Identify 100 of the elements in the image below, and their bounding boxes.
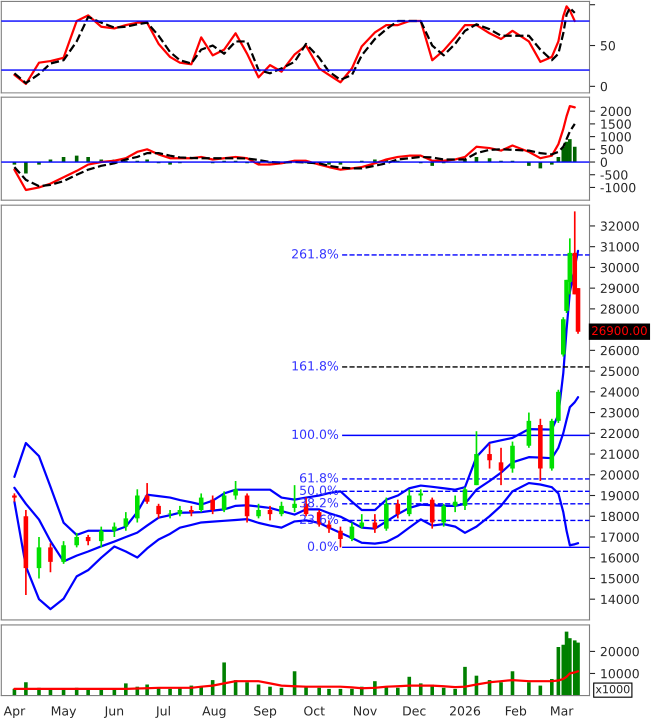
- y-tick-label: 17000: [601, 532, 639, 542]
- line-series: [13, 122, 576, 188]
- candlestick: [86, 534, 90, 546]
- y-tick-label: 19000: [601, 490, 639, 500]
- candlestick: [178, 505, 182, 518]
- candlestick: [418, 488, 424, 503]
- bar: [538, 162, 542, 168]
- bar: [510, 671, 514, 696]
- candlestick: [487, 442, 492, 470]
- bar: [327, 688, 331, 696]
- y-tick-label: 28000: [600, 304, 639, 314]
- x-tick-label: May: [52, 706, 76, 718]
- candlestick: [210, 494, 215, 515]
- candlestick: [292, 484, 297, 513]
- bar: [499, 682, 503, 696]
- candlestick: [279, 500, 284, 518]
- annotation: 0.0%: [308, 542, 338, 551]
- line-series: [13, 670, 580, 690]
- bar: [24, 162, 28, 174]
- annotation: 161.8%: [292, 361, 338, 371]
- x-tick-label: 2026: [450, 706, 480, 716]
- y-tick-label: 16000: [601, 553, 639, 563]
- candlestick: [256, 502, 261, 520]
- y-tick-label: 29000: [600, 284, 639, 294]
- y-tick-label: 14000: [601, 594, 639, 604]
- y-tick-label: 1000: [601, 132, 631, 142]
- candlestick: [406, 488, 412, 518]
- y-tick-label: 1500: [601, 119, 631, 129]
- bar: [527, 682, 531, 696]
- x-tick-label: Mar: [551, 706, 574, 716]
- candlestick: [98, 526, 104, 548]
- candlestick: [198, 492, 204, 513]
- bar: [576, 642, 580, 696]
- y-tick-label: 0: [600, 82, 608, 92]
- candlestick: [359, 513, 364, 530]
- y-tick-label: 22000: [600, 428, 639, 438]
- candlestick: [244, 492, 250, 524]
- candlestick: [124, 511, 128, 532]
- y-tick-label: 500: [600, 144, 623, 154]
- annotation: 26900.00: [592, 326, 647, 336]
- candlestick: [396, 498, 400, 520]
- candlestick: [233, 480, 238, 500]
- candlestick: [441, 502, 446, 528]
- candlestick: [268, 505, 272, 522]
- candlestick: [48, 542, 53, 574]
- y-tick-label: 30000: [600, 262, 639, 272]
- candlestick: [112, 522, 117, 538]
- x-tick-label: Jun: [104, 706, 124, 718]
- x-tick-label: Dec: [403, 706, 426, 716]
- bar: [74, 156, 78, 162]
- text: x1000: [596, 684, 630, 694]
- candlestick: [372, 513, 378, 534]
- bar: [538, 686, 542, 696]
- candlestick: [338, 526, 343, 548]
- y-tick-label: 20000: [600, 646, 639, 656]
- x-tick-label: Sep: [254, 706, 276, 718]
- bar: [463, 666, 467, 696]
- annotation: 261.8%: [292, 249, 338, 259]
- y-tick-label: 50: [600, 41, 615, 50]
- y-tick-label: 20000: [600, 470, 639, 480]
- y-tick-label: 23000: [600, 408, 639, 418]
- x-tick-label: Nov: [354, 706, 377, 716]
- x-tick-label: Oct: [304, 706, 325, 716]
- annotation: 61.8%: [300, 473, 338, 483]
- candlestick: [61, 540, 66, 565]
- bar: [268, 686, 272, 696]
- candlestick: [498, 446, 504, 486]
- candlestick: [510, 440, 515, 474]
- y-tick-label: 0: [600, 158, 608, 167]
- y-tick-label: 15000: [601, 574, 639, 584]
- candlestick: [222, 490, 226, 513]
- x-tick-label: Feb: [506, 706, 526, 716]
- candlestick: [452, 494, 458, 513]
- y-tick-label: 31000: [600, 242, 639, 252]
- y-tick-label: 2000: [600, 106, 631, 116]
- y-tick-label: 26000: [600, 346, 639, 356]
- y-tick-label: -500: [600, 170, 628, 180]
- candlestick: [462, 486, 468, 511]
- x-tick-label: Aug: [202, 706, 226, 718]
- candlestick: [350, 522, 354, 542]
- bar: [245, 682, 249, 696]
- y-tick-label: -1000: [600, 182, 636, 192]
- candlestick: [144, 482, 150, 505]
- line-series: [13, 104, 576, 192]
- y-tick-label: 24000: [600, 387, 639, 397]
- y-tick-label: 32000: [600, 221, 639, 231]
- y-tick-label: 18000: [601, 512, 639, 522]
- candlestick: [36, 536, 42, 580]
- annotation: 100.0%: [292, 430, 338, 439]
- candlestick: [135, 488, 140, 524]
- bar: [338, 688, 342, 696]
- candlestick: [430, 496, 435, 530]
- candlestick: [189, 505, 194, 518]
- x-tick-label: Jul: [155, 706, 170, 718]
- y-tick-label: 10000: [601, 668, 639, 678]
- y-tick-label: 21000: [600, 450, 639, 459]
- x-tick-label: Apr: [4, 706, 26, 718]
- candlestick: [74, 532, 79, 548]
- annotation: 50.0%: [300, 486, 338, 495]
- bar: [474, 156, 478, 162]
